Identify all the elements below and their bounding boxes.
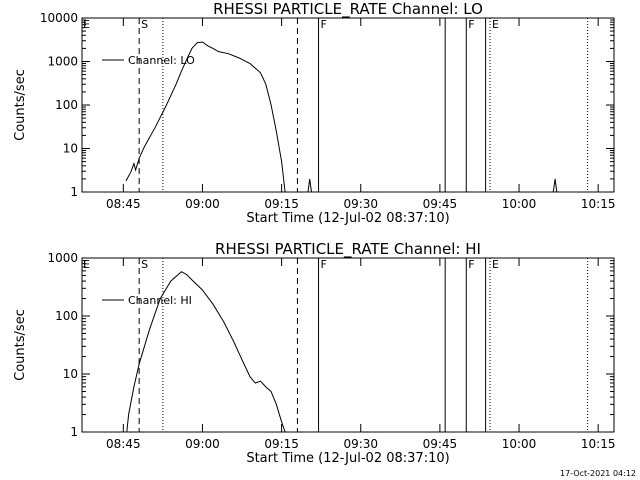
plot-lo: RHESSI PARTICLE_RATE Channel: LO 08:45 09:… — [13, 0, 615, 226]
chart-0-y-axis-label: Counts/sec — [13, 69, 28, 141]
chart-0-x-tick-label-3: 09:30 — [343, 197, 378, 211]
chart-1-marker-label-1: S — [141, 258, 148, 271]
chart-0-series-line-1 — [307, 178, 312, 193]
chart-1-plot-frame — [81, 257, 615, 433]
chart-1-title: RHESSI PARTICLE_RATE Channel: HI — [215, 240, 481, 259]
chart-1-y-tick-label-1: 10 — [63, 367, 78, 381]
chart-1-x-tick-label-2: 09:15 — [264, 437, 299, 451]
chart-0-marker-label-6: F — [468, 18, 474, 31]
chart-0-x-tick-label-2: 09:15 — [264, 197, 299, 211]
chart-1-y-axis-label: Counts/sec — [13, 309, 28, 381]
chart-0-series-line-2 — [552, 178, 558, 193]
chart-1-x-tick-label-1: 09:00 — [185, 437, 220, 451]
chart-1-marker-label-6: F — [468, 258, 474, 271]
chart-0-series-line-0 — [125, 41, 286, 193]
chart-0-title: RHESSI PARTICLE_RATE Channel: LO — [213, 0, 483, 19]
chart-1-y-tick-label-2: 100 — [55, 309, 78, 323]
chart-0-y-tick-label-1: 10 — [63, 142, 78, 156]
chart-0-marker-label-0: E — [83, 18, 90, 31]
chart-0-marker-label-4: F — [321, 18, 327, 31]
chart-0-x-axis-label: Start Time (12-Jul-02 08:37:10) — [246, 211, 449, 226]
chart-1-y-tick-label-3: 1000 — [47, 251, 78, 265]
chart-0-x-tick-label-1: 09:00 — [185, 197, 220, 211]
chart-1-marker-label-0: E — [83, 258, 90, 271]
chart-0-plot-frame — [81, 17, 615, 193]
chart-1-x-tick-label-0: 08:45 — [106, 437, 141, 451]
chart-1-x-tick-label-6: 10:15 — [581, 437, 616, 451]
chart-1-y-tick-label-0: 1 — [70, 425, 78, 439]
chart-0-x-tick-label-5: 10:00 — [502, 197, 537, 211]
chart-1-x-tick-label-3: 09:30 — [343, 437, 378, 451]
chart-0-marker-label-1: S — [141, 18, 148, 31]
chart-1-marker-label-8: E — [492, 258, 499, 271]
chart-0-marker-label-8: E — [492, 18, 499, 31]
chart-0-y-tick-label-2: 100 — [55, 98, 78, 112]
chart-0-y-tick-label-4: 10000 — [40, 11, 78, 25]
chart-1-series-line-0 — [126, 271, 286, 433]
chart-0-y-tick-label-3: 1000 — [47, 55, 78, 69]
chart-1-x-axis-label: Start Time (12-Jul-02 08:37:10) — [246, 451, 449, 466]
chart-1-marker-label-4: F — [321, 258, 327, 271]
chart-1-x-tick-label-4: 09:45 — [423, 437, 458, 451]
chart-1-x-tick-label-5: 10:00 — [502, 437, 537, 451]
plot-hi: RHESSI PARTICLE_RATE Channel: HI 08:45 09:… — [13, 240, 615, 466]
chart-0-y-tick-label-0: 1 — [70, 185, 78, 199]
timestamp-footer: 17-Oct-2021 04:12 — [560, 469, 636, 478]
chart-0-x-tick-label-0: 08:45 — [106, 197, 141, 211]
chart-1-legend-label: Channel: HI — [128, 294, 192, 307]
chart-0-x-tick-label-4: 09:45 — [423, 197, 458, 211]
chart-0-x-tick-label-6: 10:15 — [581, 197, 616, 211]
chart-0-legend-label: Channel: LO — [128, 54, 195, 67]
